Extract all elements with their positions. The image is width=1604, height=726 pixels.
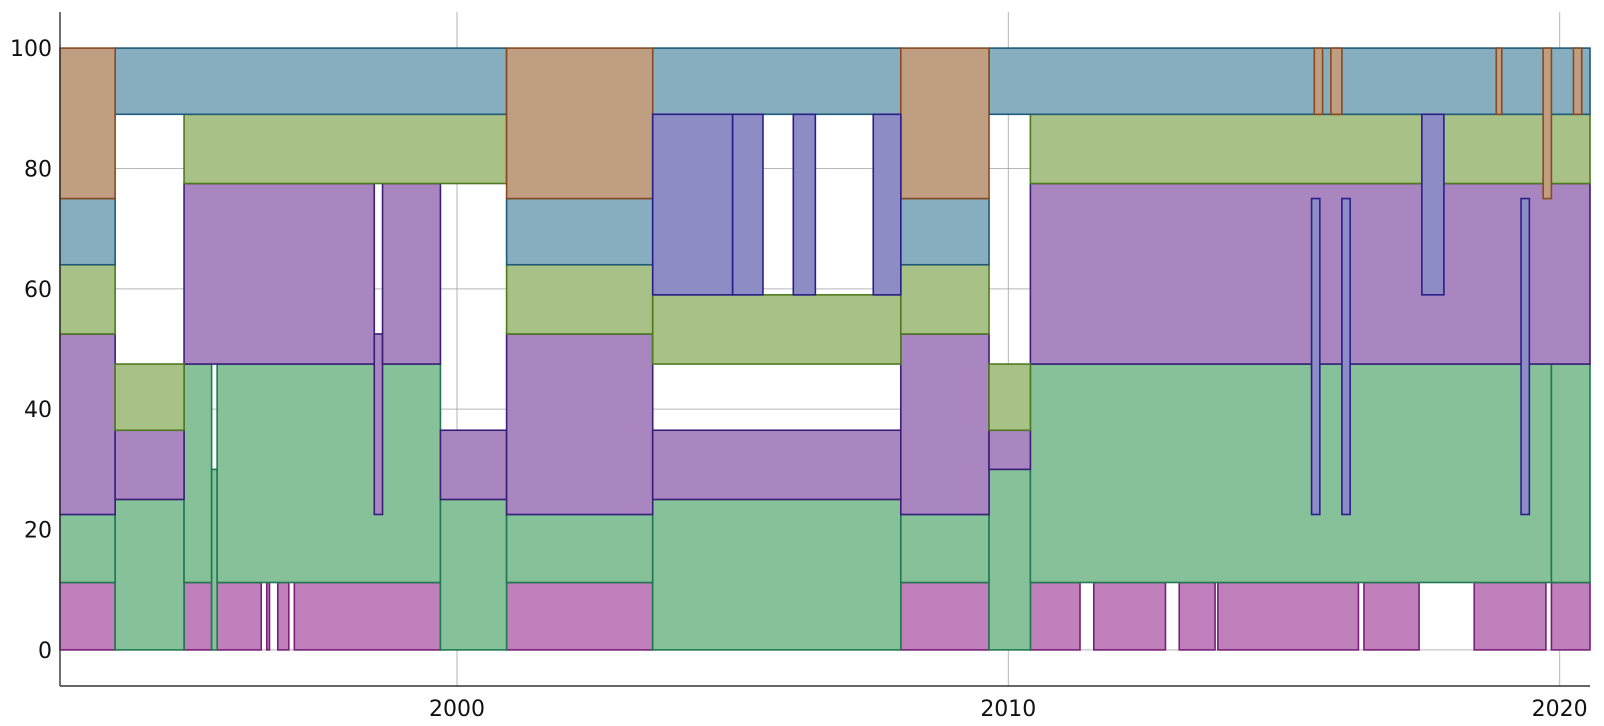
area-band	[114, 498, 185, 651]
area-band	[1313, 47, 1324, 116]
area-band	[792, 113, 817, 296]
area-band	[988, 47, 1591, 116]
x-tick-label: 2010	[980, 697, 1036, 722]
area-band	[731, 113, 764, 296]
area-band	[210, 468, 218, 651]
area-band	[216, 581, 263, 651]
area-band	[183, 182, 376, 365]
area-band	[1572, 47, 1583, 116]
area-band	[1029, 182, 1591, 365]
area-band	[439, 498, 508, 651]
area-band	[439, 429, 508, 501]
area-band	[1217, 581, 1360, 651]
series-layer-4	[59, 113, 1591, 432]
area-band	[900, 197, 990, 266]
area-band	[900, 581, 990, 651]
area-band	[1473, 581, 1547, 651]
area-band	[1310, 197, 1321, 516]
plot-area	[59, 47, 1591, 651]
area-band	[276, 581, 290, 651]
area-band	[651, 429, 902, 501]
area-band	[1421, 113, 1445, 296]
area-band	[505, 333, 654, 516]
area-band	[114, 429, 185, 501]
area-band	[1495, 47, 1503, 116]
area-band	[1542, 47, 1553, 200]
series-layer-5	[59, 47, 1591, 266]
area-band	[505, 581, 654, 651]
area-band	[114, 47, 508, 116]
area-band	[183, 363, 213, 584]
area-band	[872, 113, 902, 296]
series-layer-3	[59, 182, 1591, 516]
area-band	[59, 513, 116, 584]
area-band	[988, 429, 1032, 471]
area-band	[651, 498, 902, 651]
y-tick-label: 100	[10, 37, 52, 62]
area-band	[265, 581, 271, 651]
area-band	[1092, 581, 1167, 651]
area-band	[651, 47, 902, 116]
x-tick-label: 2020	[1532, 697, 1588, 722]
area-band	[114, 363, 185, 432]
area-band	[1550, 581, 1591, 651]
area-band	[900, 333, 990, 516]
area-band	[1029, 581, 1081, 651]
area-band	[183, 581, 213, 651]
area-band	[183, 113, 508, 185]
y-tick-label: 60	[24, 278, 52, 303]
area-band	[988, 363, 1032, 432]
area-band	[988, 468, 1032, 651]
y-tick-label: 20	[24, 519, 52, 544]
area-band	[59, 263, 116, 335]
area-band	[1029, 363, 1553, 584]
y-tick-label: 0	[38, 639, 52, 664]
area-band	[505, 197, 654, 266]
area-band	[505, 47, 654, 200]
area-band	[381, 182, 442, 365]
area-band	[1029, 113, 1591, 185]
area-band	[373, 333, 384, 516]
area-band	[651, 113, 734, 296]
tick-labels: 0 20 40 60 80 100 2000 2010 2020	[10, 37, 1588, 722]
area-band	[1341, 197, 1351, 516]
area-band	[651, 294, 902, 365]
area-band	[900, 513, 990, 584]
area-band	[1330, 47, 1343, 116]
area-band	[900, 47, 990, 200]
y-tick-label: 40	[24, 398, 52, 423]
series-layer-2	[59, 363, 1591, 651]
y-tick-label: 80	[24, 157, 52, 182]
area-band	[216, 363, 442, 584]
area-band	[1550, 363, 1591, 584]
area-band	[59, 581, 116, 651]
axes	[59, 12, 1590, 687]
area-band	[293, 581, 442, 651]
area-band	[1178, 581, 1216, 651]
area-band	[59, 197, 116, 266]
area-band	[1520, 197, 1531, 516]
series-layer-6	[59, 47, 1583, 200]
area-band	[505, 263, 654, 335]
x-tick-label: 2000	[429, 697, 485, 722]
area-band	[505, 513, 654, 584]
area-band	[59, 333, 116, 516]
area-band	[59, 47, 116, 200]
area-band	[1363, 581, 1420, 651]
series-layer-7	[651, 113, 1531, 516]
area-band	[900, 263, 990, 335]
